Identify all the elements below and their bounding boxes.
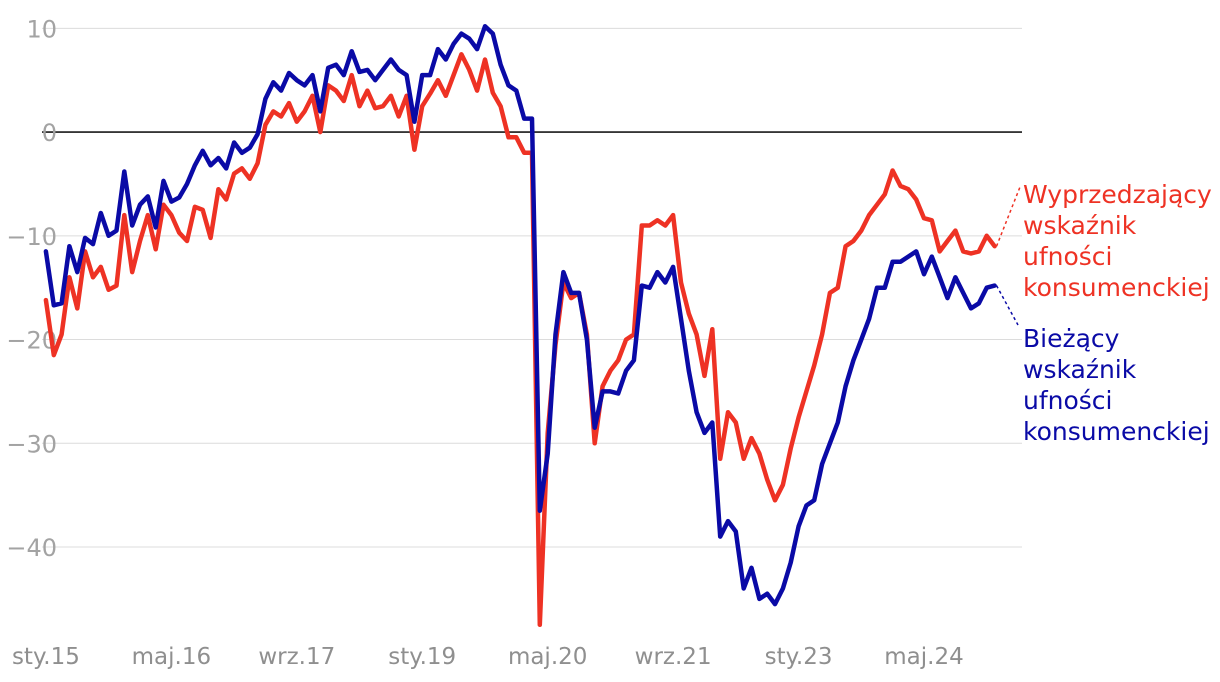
y-tick-label: −10 bbox=[6, 223, 57, 251]
y-tick-label: −40 bbox=[6, 534, 57, 562]
series-label-leader bbox=[995, 285, 1019, 326]
x-tick-label: maj.16 bbox=[132, 644, 211, 670]
series-label: ufności bbox=[1023, 386, 1113, 415]
y-tick-label: −30 bbox=[6, 430, 57, 458]
series-label: Wyprzedzający bbox=[1023, 180, 1212, 209]
x-tick-label: wrz.17 bbox=[258, 644, 335, 670]
series-lines bbox=[43, 24, 997, 628]
series-label: wskaźnik bbox=[1023, 211, 1137, 240]
y-axis-tick-labels: 100−10−20−30−40 bbox=[6, 15, 57, 562]
x-tick-label: sty.15 bbox=[12, 644, 80, 670]
series-label: konsumenckiej bbox=[1023, 417, 1210, 446]
series-label: ufności bbox=[1023, 242, 1113, 271]
series-label: wskaźnik bbox=[1023, 355, 1137, 384]
series-labels: Wyprzedzającywskaźnikufnościkonsumenckie… bbox=[995, 180, 1212, 446]
y-tick-label: 10 bbox=[26, 15, 57, 43]
series-line-current-index bbox=[43, 24, 997, 607]
x-tick-label: wrz.21 bbox=[635, 644, 712, 670]
y-tick-label: 0 bbox=[42, 119, 57, 147]
series-label-leader bbox=[995, 186, 1021, 247]
x-tick-label: sty.23 bbox=[765, 644, 833, 670]
series-line-leading-index bbox=[43, 52, 997, 628]
x-axis-tick-labels: sty.15 maj.16 wrz.17 sty.19 maj.20 wrz.21 sty.… bbox=[12, 644, 964, 670]
x-tick-label: sty.19 bbox=[388, 644, 456, 670]
series-label: Bieżący bbox=[1023, 324, 1120, 353]
x-tick-label: maj.24 bbox=[884, 644, 963, 670]
x-tick-label: maj.20 bbox=[508, 644, 587, 670]
series-label: konsumenckiej bbox=[1023, 273, 1210, 302]
